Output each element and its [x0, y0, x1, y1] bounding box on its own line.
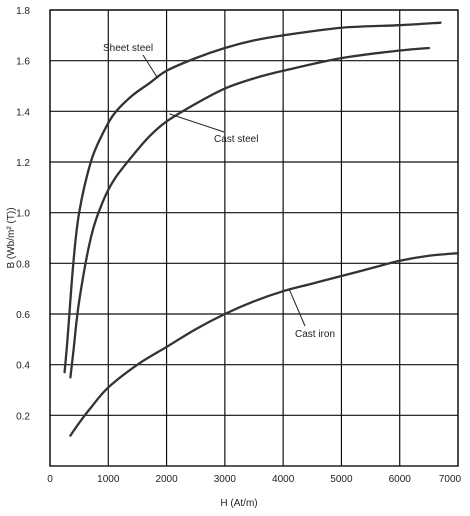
tick-labels: 0 1000 2000 3000 4000 5000 6000 7000 0.2 0.4 0.6 0.…: [16, 6, 461, 485]
y-tick-label: 0.8: [16, 259, 30, 270]
x-tick-label: 5000: [330, 474, 353, 485]
y-tick-label: 1.4: [16, 107, 30, 118]
y-tick-label: 1.6: [16, 57, 30, 68]
y-tick-label: 1.2: [16, 158, 30, 169]
x-tick-label: 1000: [97, 474, 120, 485]
x-tick-label: 6000: [389, 474, 412, 485]
curve-cast-steel: [69, 46, 431, 379]
curve-sheet-steel: [63, 21, 442, 374]
label-sheet-steel: Sheet steel: [103, 43, 153, 54]
plot-frame: [49, 9, 459, 467]
x-axis-title: H (At/m): [220, 498, 257, 509]
curve-cast-iron: [69, 252, 460, 437]
x-tick-label: 4000: [272, 474, 295, 485]
x-tick-label: 0: [47, 474, 53, 485]
x-tick-label: 2000: [155, 474, 178, 485]
y-axis-title: B (Wb/m² (T)): [6, 207, 17, 268]
y-tick-label: 1.8: [16, 6, 30, 17]
annotations: Sheet steel Cast steel Cast iron: [103, 43, 335, 340]
x-tick-label: 3000: [214, 474, 237, 485]
y-tick-label: 0.4: [16, 361, 30, 372]
pointer-cast-steel: [169, 113, 225, 133]
pointer-cast-iron: [288, 288, 306, 327]
label-cast-steel: Cast steel: [214, 134, 258, 145]
pointer-sheet-steel: [142, 54, 159, 79]
curves: [63, 21, 460, 437]
y-tick-label: 0.2: [16, 411, 30, 422]
y-tick-label: 1.0: [16, 209, 30, 220]
y-tick-label: 0.6: [16, 310, 30, 321]
x-tick-label: 7000: [439, 474, 462, 485]
label-cast-iron: Cast iron: [295, 329, 335, 340]
